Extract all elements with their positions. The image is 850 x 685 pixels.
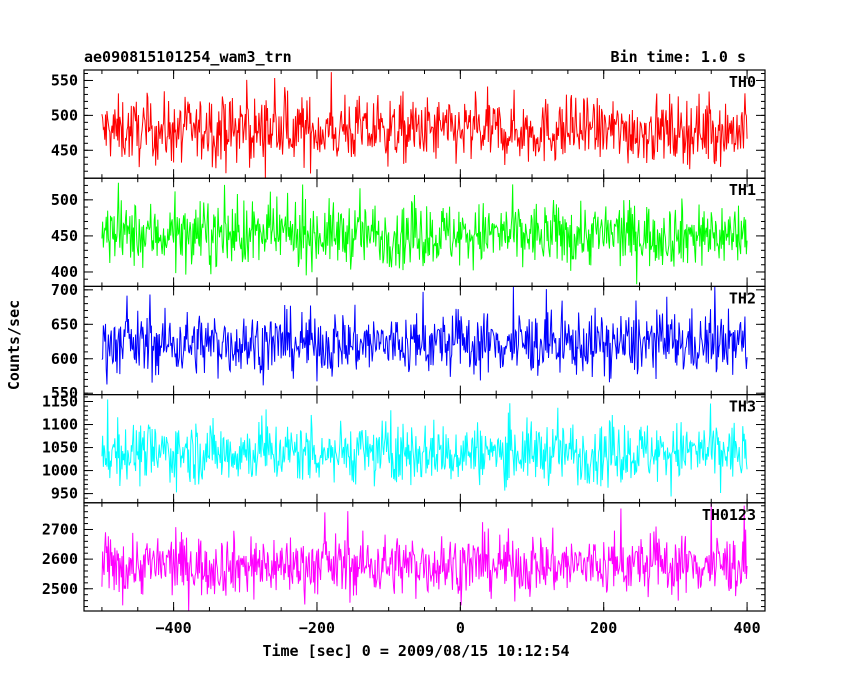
- panel-frame: [83, 394, 766, 504]
- y-tick-label: 550: [51, 384, 78, 402]
- x-axis: −400 −200 0 200 400: [156, 619, 761, 637]
- bin-time-label: Bin time: 1.0 s: [611, 48, 746, 66]
- y-tick-label: 600: [51, 350, 78, 368]
- y-tick-label: 1000: [42, 462, 78, 480]
- panel-th0123: 2500 2600 2700 TH0123: [42, 502, 766, 612]
- x-axis-label: Time [sec] 0 = 2009/08/15 10:12:54: [262, 642, 569, 660]
- y-tick-label: 550: [51, 71, 78, 89]
- series-line-th0: [101, 72, 748, 179]
- y-tick-label: 500: [51, 191, 78, 209]
- y-axis-label: Counts/sec: [5, 300, 23, 390]
- y-tick-label: 950: [51, 485, 78, 503]
- series-line-th1: [101, 182, 748, 285]
- panel-label-th2: TH2: [729, 289, 756, 307]
- panel-th1: 400 450 500 TH1: [51, 177, 766, 287]
- y-tick-label: 2600: [42, 550, 78, 568]
- panel-label-th1: TH1: [729, 181, 756, 199]
- y-tick-label: 2700: [42, 520, 78, 538]
- y-tick-label: 2500: [42, 580, 78, 598]
- panel-label-th0: TH0: [729, 73, 756, 91]
- plot-title: ae090815101254_wam3_trn: [84, 48, 292, 66]
- panel-th0: 450 500 550 TH0: [51, 69, 766, 179]
- y-tick-label: 450: [51, 227, 78, 245]
- y-tick-label: 700: [51, 281, 78, 299]
- y-tick-label: 400: [51, 263, 78, 281]
- x-tick-label: 0: [456, 619, 465, 637]
- x-tick-label: −400: [156, 619, 192, 637]
- panel-th2: 550 600 650 700 TH2: [51, 281, 766, 402]
- panel-th3: 950 1000 1050 1100 1150 TH3: [42, 393, 766, 504]
- panel-label-th0123: TH0123: [702, 506, 756, 524]
- y-tick-label: 1150: [42, 393, 78, 411]
- y-tick-label: 650: [51, 315, 78, 333]
- y-tick-label: 1050: [42, 439, 78, 457]
- series-line-th2: [101, 286, 748, 386]
- y-tick-label: 500: [51, 106, 78, 124]
- series-line-th0123: [101, 503, 748, 611]
- x-tick-label: 400: [734, 619, 761, 637]
- panels-group: 450 500 550 TH0 400 450 500 TH1 550 600 650 700 TH2 9…: [42, 69, 766, 612]
- y-tick-label: 1100: [42, 416, 78, 434]
- x-tick-label: 200: [590, 619, 617, 637]
- x-tick-label: −200: [299, 619, 335, 637]
- series-line-th3: [101, 399, 748, 497]
- y-tick-label: 450: [51, 141, 78, 159]
- panel-label-th3: TH3: [729, 398, 756, 416]
